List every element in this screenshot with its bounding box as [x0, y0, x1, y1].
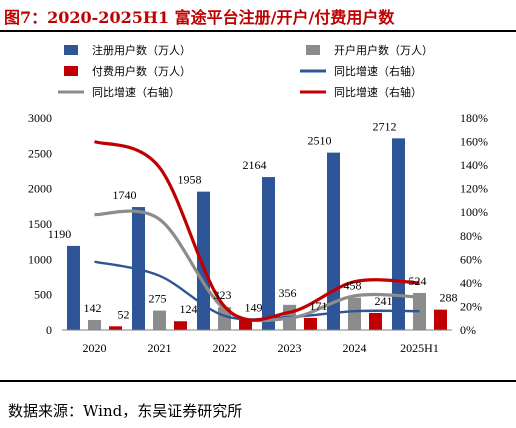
- data-label-1-1: 275: [149, 292, 167, 306]
- legend-label-5: 同比增速（右轴）: [334, 85, 422, 99]
- x-tick-3: 2023: [278, 341, 302, 355]
- y-left-tick-6: 3000: [28, 111, 52, 125]
- chart: 注册用户数（万人） 开户用户数（万人） 付费用户数（万人） 同比增速（右轴） 同比增速（…: [28, 43, 488, 355]
- x-tick-0: 2020: [83, 341, 107, 355]
- x-axis: 2020 2021 2022 2023 2024 2025H1: [83, 341, 439, 355]
- data-labels: 1190 1740 1958 2164 2510 2712 142 275 323 356 458 5…: [48, 119, 458, 321]
- y-left-tick-3: 1500: [28, 217, 52, 231]
- legend: 注册用户数（万人） 开户用户数（万人） 付费用户数（万人） 同比增速（右轴） 同比增速（…: [58, 43, 433, 99]
- data-label-2-5: 288: [440, 291, 458, 305]
- x-tick-1: 2021: [148, 341, 172, 355]
- y-axis-left: 0 500 1000 1500 2000 2500 3000: [28, 111, 52, 337]
- bottom-rule: [0, 380, 516, 382]
- y-left-tick-5: 2500: [28, 146, 52, 160]
- y-right-tick-7: 140%: [460, 158, 488, 172]
- bar-2-3: [304, 317, 317, 330]
- legend-label-4: 同比增速（右轴）: [92, 85, 180, 99]
- x-tick-5: 2025H1: [400, 341, 439, 355]
- bar-2-5: [434, 309, 447, 330]
- legend-label-1: 开户用户数（万人）: [334, 43, 433, 57]
- y-right-tick-2: 40%: [460, 276, 482, 290]
- bar-2-4: [369, 312, 382, 330]
- growth-line-2: [93, 140, 420, 322]
- y-right-tick-9: 180%: [460, 111, 488, 125]
- data-label-0-5: 2712: [373, 119, 397, 133]
- x-tick-2: 2022: [213, 341, 237, 355]
- y-right-tick-4: 80%: [460, 229, 482, 243]
- legend-swatch-1: [306, 45, 320, 55]
- y-right-tick-1: 20%: [460, 299, 482, 313]
- bar-2-1: [174, 321, 187, 330]
- y-right-tick-8: 160%: [460, 135, 488, 149]
- data-label-1-2: 323: [214, 288, 232, 302]
- bar-1-4: [348, 297, 361, 330]
- bar-2-0: [109, 326, 122, 330]
- data-label-2-1: 124: [180, 302, 198, 316]
- source-note: 数据来源：Wind，东吴证券研究所: [8, 402, 243, 420]
- data-label-0-4: 2510: [308, 134, 332, 148]
- y-right-tick-0: 0%: [460, 323, 476, 337]
- data-label-1-5: 524: [409, 274, 427, 288]
- bar-0-5: [392, 138, 405, 330]
- bar-1-0: [88, 319, 101, 330]
- figure-title: 图7：2020-2025H1 富途平台注册/开户/付费用户数: [4, 8, 395, 27]
- bar-0-0: [67, 245, 80, 330]
- y-right-tick-3: 60%: [460, 252, 482, 266]
- y-left-tick-2: 1000: [28, 252, 52, 266]
- legend-swatch-2: [64, 66, 78, 76]
- data-label-0-1: 1740: [113, 188, 137, 202]
- y-right-tick-5: 100%: [460, 205, 488, 219]
- x-tick-4: 2024: [343, 341, 367, 355]
- bar-0-2: [197, 191, 210, 330]
- data-label-0-3: 2164: [243, 158, 267, 172]
- legend-label-2: 付费用户数（万人）: [92, 64, 191, 78]
- y-left-tick-1: 500: [34, 288, 52, 302]
- bar-1-1: [153, 310, 166, 330]
- data-label-2-4: 241: [375, 294, 393, 308]
- data-label-1-4: 458: [344, 279, 362, 293]
- legend-swatch-0: [64, 45, 78, 55]
- data-label-2-2: 149: [245, 300, 263, 314]
- data-label-2-3: 171: [310, 299, 328, 313]
- data-label-1-3: 356: [279, 286, 297, 300]
- bar-2-2: [239, 319, 252, 330]
- legend-label-3: 同比增速（右轴）: [334, 64, 422, 78]
- data-label-0-2: 1958: [178, 173, 202, 187]
- data-label-0-0: 1190: [48, 227, 72, 241]
- data-label-2-0: 52: [118, 307, 130, 321]
- data-label-1-0: 142: [84, 301, 102, 315]
- bar-0-3: [262, 177, 275, 330]
- y-axis-right: 0% 20% 40% 60% 80% 100% 120% 140% 160% 180%: [460, 111, 488, 337]
- y-left-tick-4: 2000: [28, 182, 52, 196]
- bar-0-4: [327, 152, 340, 330]
- legend-label-0: 注册用户数（万人）: [92, 43, 191, 57]
- y-left-tick-0: 0: [46, 323, 52, 337]
- top-rule: [0, 30, 516, 32]
- bars: [67, 138, 447, 330]
- growth-lines: [93, 140, 420, 323]
- y-right-tick-6: 120%: [460, 182, 488, 196]
